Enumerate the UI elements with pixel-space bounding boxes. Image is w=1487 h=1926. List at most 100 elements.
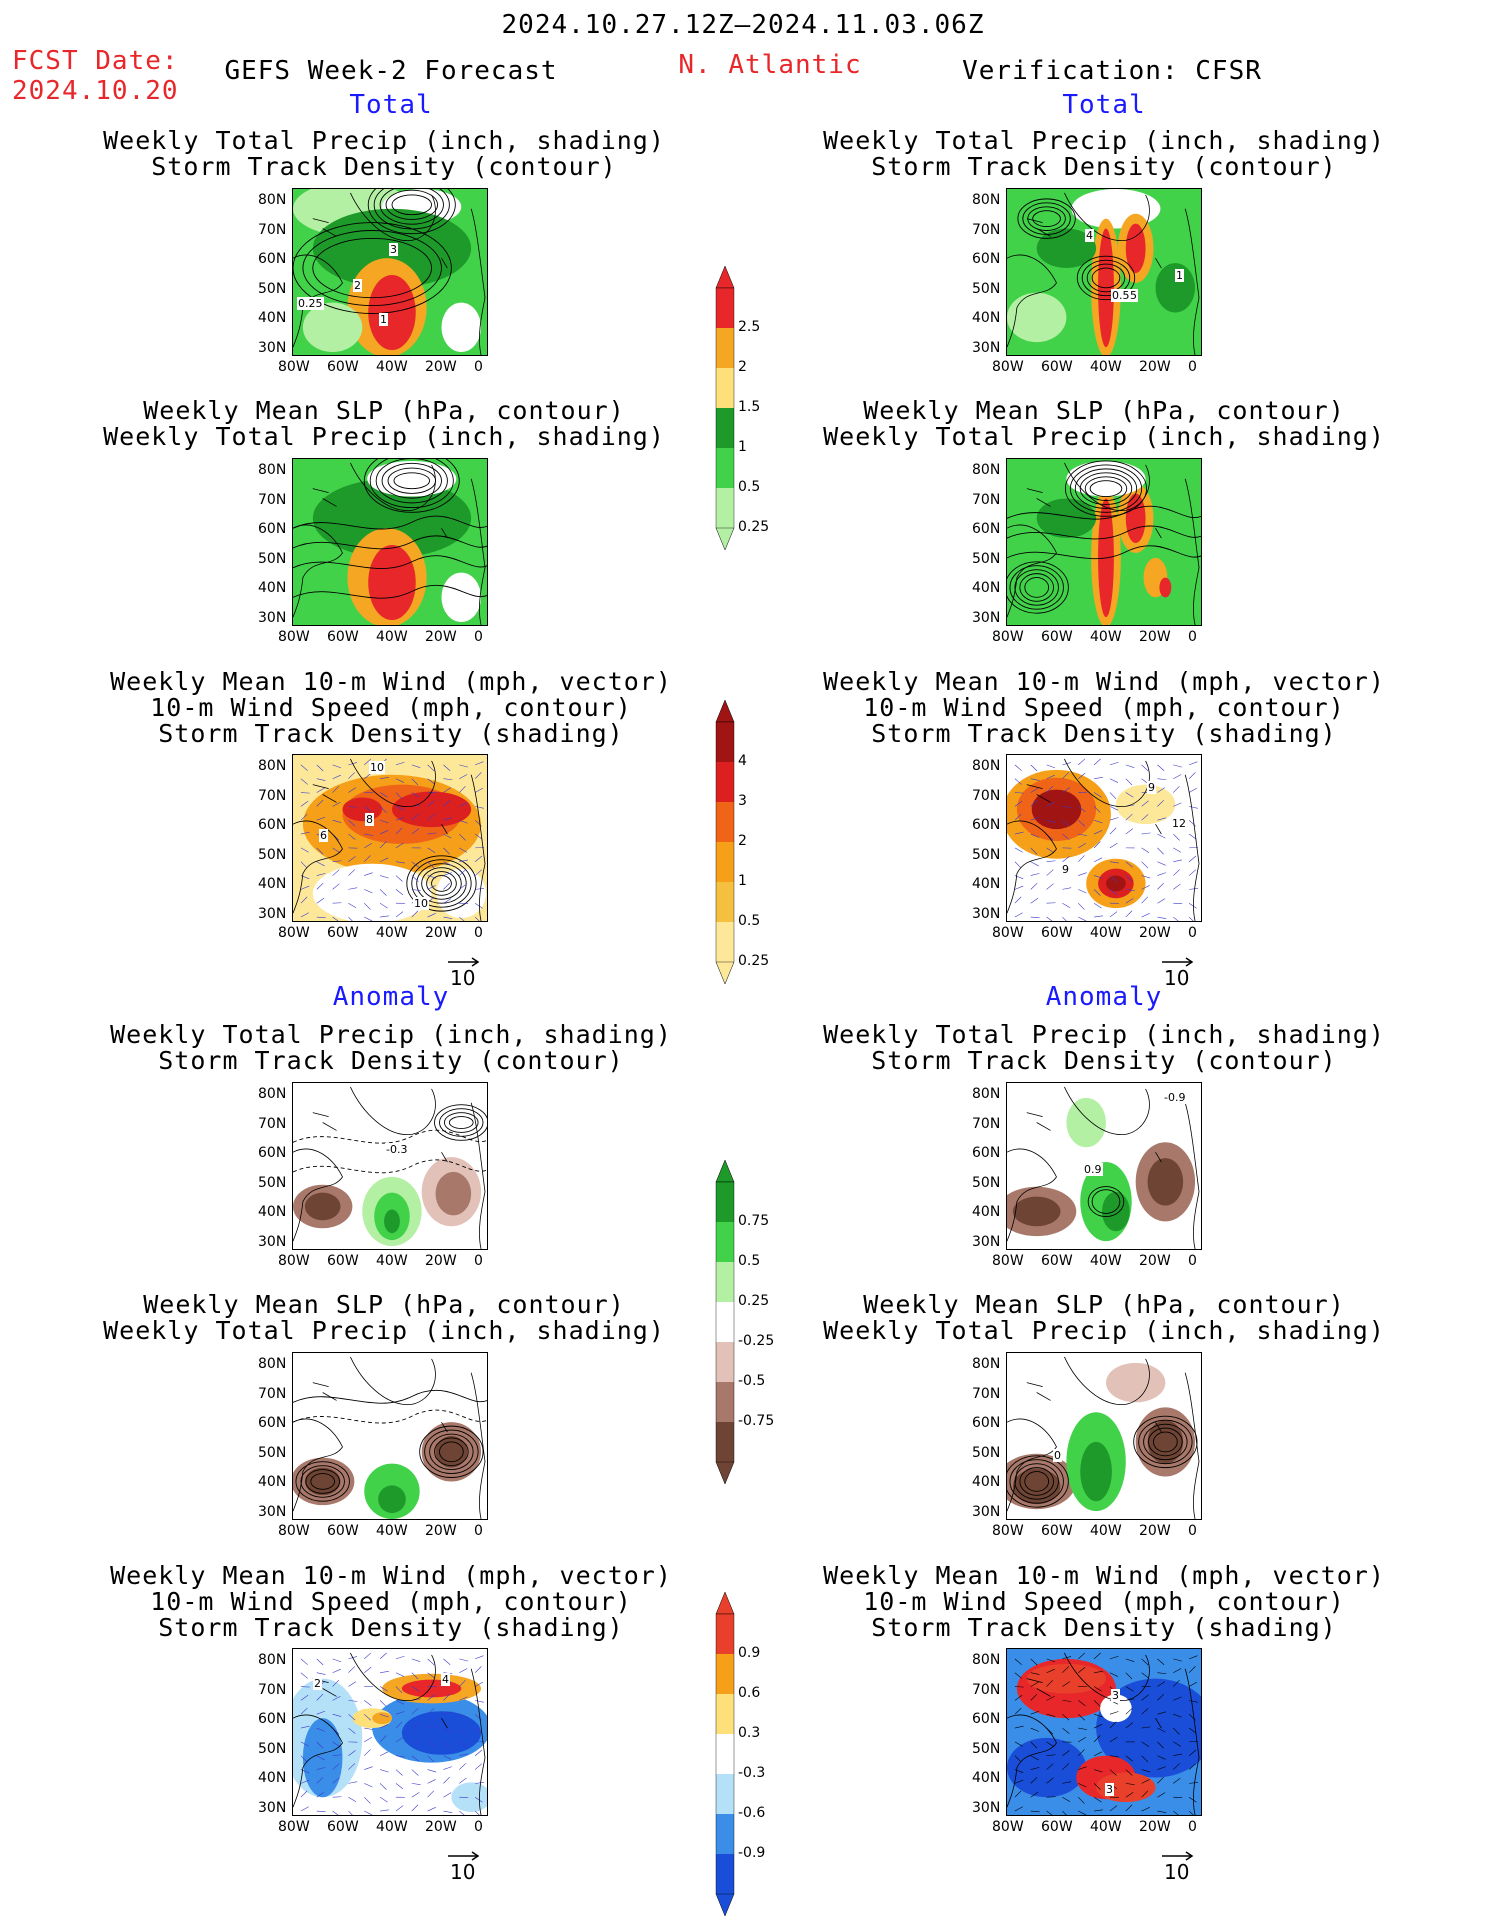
contour-label: 1 [379,313,388,326]
lat-tick-label: 60N [258,1145,286,1161]
section-anomaly-left: Anomaly [333,982,450,1012]
map-canvas [293,1353,487,1519]
title-block: Weekly Mean 10-m Wind (mph, vector)10-m … [110,1563,672,1641]
lon-tick-label: 40W [1090,925,1122,941]
lat-tick-label: 40N [972,1770,1000,1786]
lon-tick-label: 80W [992,1819,1024,1835]
colorbar-svg [716,1592,796,1922]
colorbar-swatch [716,1654,734,1694]
colorbar-swatch [716,1694,734,1734]
colorbar-label: 3 [738,793,747,809]
contour-label: 3 [1111,1689,1120,1702]
contour-label: 2 [313,1677,322,1690]
title-block: Weekly Mean SLP (hPa, contour)Weekly Tot… [103,1292,665,1344]
colorbar-swatch [716,1262,734,1302]
shading-region [1159,578,1171,598]
contour-label: 9 [1061,863,1070,876]
lat-tick-label: 30N [972,610,1000,626]
colorbar-label: -0.25 [738,1333,774,1349]
contour-label: 4 [441,1673,450,1686]
lon-tick-label: 40W [1090,1523,1122,1539]
lon-tick-label: 20W [1139,629,1171,645]
map-canvas [1007,1649,1201,1815]
lat-tick-label: 50N [972,281,1000,297]
shading-region [1013,1197,1061,1227]
colorbar-swatch [716,802,734,842]
map-canvas [1007,1083,1201,1249]
reference-vector-label: 10 [1164,966,1189,990]
lat-tick-label: 80N [972,1356,1000,1372]
lon-tick-label: 0 [1188,1819,1197,1835]
colorbar-swatch [716,1814,734,1854]
lon-tick-label: 80W [992,1253,1024,1269]
lon-tick-label: 60W [1041,1819,1073,1835]
colorbar-swatch [716,842,734,882]
shading-region [1116,785,1175,825]
lon-tick-label: 40W [1090,1819,1122,1835]
lat-tick-label: 50N [258,551,286,567]
colorbar-label: 0.25 [738,1293,769,1309]
shading-region [372,1712,392,1724]
contour-label: 3 [1105,1783,1114,1796]
contour-label: 0 [1053,1449,1062,1462]
lat-tick-label: 80N [258,1652,286,1668]
reference-vector: 10 [1158,956,1198,986]
lon-tick-label: 0 [474,629,483,645]
colorbar-swatch [716,762,734,802]
lat-tick-label: 30N [972,1504,1000,1520]
title-block: Weekly Mean 10-m Wind (mph, vector)10-m … [823,669,1385,747]
lon-tick-label: 80W [992,1523,1024,1539]
lat-tick-label: 50N [258,1445,286,1461]
lat-tick-label: 30N [258,1504,286,1520]
map-canvas [293,1649,487,1815]
contour-label: 0.9 [1083,1163,1103,1176]
lon-tick-label: 20W [1139,359,1171,375]
section-total-right: Total [1062,90,1145,120]
contour-label: 10 [369,761,385,774]
lon-tick-label: 0 [474,1819,483,1835]
map-panel: 0 [1006,1352,1202,1520]
section-total-left: Total [349,90,432,120]
colorbar-label: 2.5 [738,319,760,335]
left-title: GEFS Week-2 Forecast [224,56,557,86]
shading-region [441,303,481,352]
shading-region [1106,876,1126,892]
title-block: Weekly Total Precip (inch, shading)Storm… [110,1022,672,1074]
lon-tick-label: 60W [327,359,359,375]
lat-tick-label: 50N [972,1445,1000,1461]
lat-tick-label: 50N [972,1741,1000,1757]
reference-vector: 10 [1158,1850,1198,1880]
lat-tick-label: 70N [258,222,286,238]
lat-tick-label: 40N [972,310,1000,326]
shading-region [1080,1442,1112,1501]
lon-tick-label: 60W [1041,359,1073,375]
map-canvas [293,189,487,355]
lon-tick-label: 20W [425,1819,457,1835]
shading-region [1102,1192,1130,1232]
colorbar-swatch [716,408,734,448]
colorbar-swatch [716,922,734,962]
lat-tick-label: 80N [258,1356,286,1372]
colorbar-swatch [716,1182,734,1222]
lat-tick-label: 70N [972,788,1000,804]
lon-tick-label: 40W [1090,629,1122,645]
lat-tick-label: 70N [258,1116,286,1132]
colorbar-swatch [716,1222,734,1262]
lat-tick-label: 80N [972,462,1000,478]
lat-tick-label: 60N [258,1415,286,1431]
lon-tick-label: 60W [327,925,359,941]
lat-tick-label: 60N [972,1415,1000,1431]
lat-tick-label: 80N [258,462,286,478]
title-block: Weekly Mean SLP (hPa, contour)Weekly Tot… [823,1292,1385,1344]
lon-tick-label: 40W [376,1253,408,1269]
shading-region [1007,1738,1086,1797]
lat-tick-label: 70N [972,1116,1000,1132]
lon-tick-label: 80W [278,925,310,941]
colorbar-label: -0.6 [738,1805,765,1821]
lat-tick-label: 70N [972,1682,1000,1698]
lat-tick-label: 30N [972,1234,1000,1250]
